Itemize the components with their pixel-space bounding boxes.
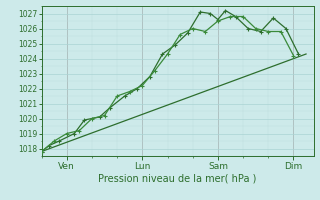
X-axis label: Pression niveau de la mer( hPa ): Pression niveau de la mer( hPa ) [99,173,257,183]
